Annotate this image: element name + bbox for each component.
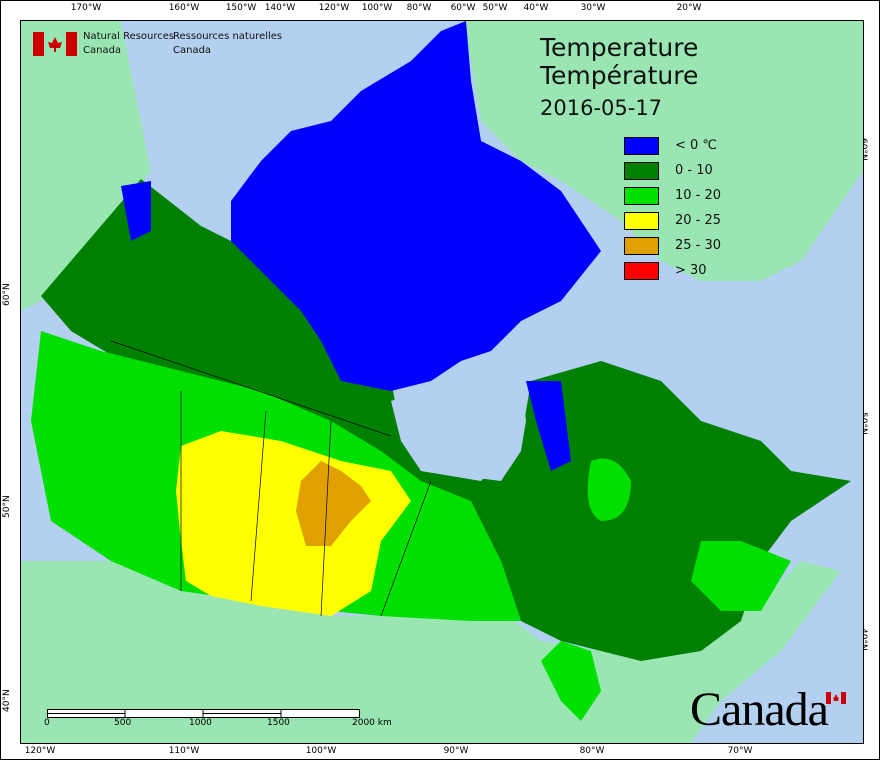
alaska [21,21,151,311]
temperature-map[interactable] [20,20,864,744]
bottom-tick: 70°W [727,746,753,756]
top-tick: 100°W [361,3,393,13]
scale-label: 1000 [189,718,212,728]
legend-label: 20 - 25 [675,213,722,228]
canada-flag-icon [33,32,77,56]
top-tick: 40°W [523,3,549,13]
agency-en-2: Canada [83,45,122,56]
legend-label: 25 - 30 [675,238,722,253]
map-title: Temperature Température [540,34,698,90]
legend: < 0 ℃ 0 - 10 10 - 20 20 - 25 25 - 30 > 3… [624,133,721,283]
agency-fr-1: Ressources naturelles [173,31,283,42]
title-fr: Température [540,61,699,90]
top-tick: 170°W [70,3,102,13]
scale-bar: 0 500 1000 1500 2000 km [44,706,392,728]
scale-bar-graphic [47,709,360,718]
top-tick: 120°W [318,3,350,13]
region-below-0 [231,21,601,391]
scale-label: 1500 [267,718,290,728]
top-tick: 30°W [580,3,606,13]
wordmark-flag-icon [826,692,846,704]
agency-en-1: Natural Resources [83,31,175,42]
legend-item: 0 - 10 [624,158,721,183]
legend-label: > 30 [675,263,707,278]
scale-label: 2000 km [352,718,392,728]
top-tick: 60°W [450,3,476,13]
legend-item: 25 - 30 [624,233,721,258]
bottom-tick: 120°W [24,746,56,756]
legend-item: > 30 [624,258,721,283]
legend-label: 0 - 10 [675,163,713,178]
bottom-tick: 90°W [443,746,469,756]
bottom-tick: 110°W [168,746,200,756]
region-10-20 [691,541,791,611]
left-tick: 60°N [2,283,12,306]
legend-swatch [624,161,659,180]
hudson-bay [391,361,526,481]
top-tick: 150°W [225,3,257,13]
legend-label: < 0 ℃ [675,138,718,153]
top-tick: 160°W [168,3,200,13]
legend-swatch [624,136,659,155]
bottom-tick: 80°W [579,746,605,756]
top-tick: 50°W [482,3,508,13]
agency-fr-2: Canada [173,45,212,56]
top-tick: 80°W [406,3,432,13]
usa [21,561,841,743]
legend-item: 10 - 20 [624,183,721,208]
bottom-tick: 100°W [305,746,337,756]
legend-item: 20 - 25 [624,208,721,233]
province-borders [110,340,432,617]
region-25-30 [296,461,371,546]
canada-wordmark: Canada [690,683,829,736]
legend-item: < 0 ℃ [624,133,721,158]
region-below-0 [526,381,571,471]
top-tick: 20°W [676,3,702,13]
legend-label: 10 - 20 [675,188,722,203]
legend-swatch [624,236,659,255]
region-0-10 [41,179,851,661]
scale-label: 0 [44,718,50,728]
region-10-20 [587,458,631,521]
legend-swatch [624,211,659,230]
map-graphic [21,21,863,743]
left-tick: 40°N [2,689,12,712]
greenland [461,21,863,281]
region-20-25 [176,431,411,616]
legend-swatch [624,186,659,205]
map-date: 2016-05-17 [540,96,663,120]
left-tick: 50°N [2,495,12,518]
legend-swatch [624,261,659,280]
top-tick: 140°W [264,3,296,13]
title-en: Temperature [540,33,699,62]
region-below-0 [121,181,151,241]
scale-label: 500 [114,718,132,728]
